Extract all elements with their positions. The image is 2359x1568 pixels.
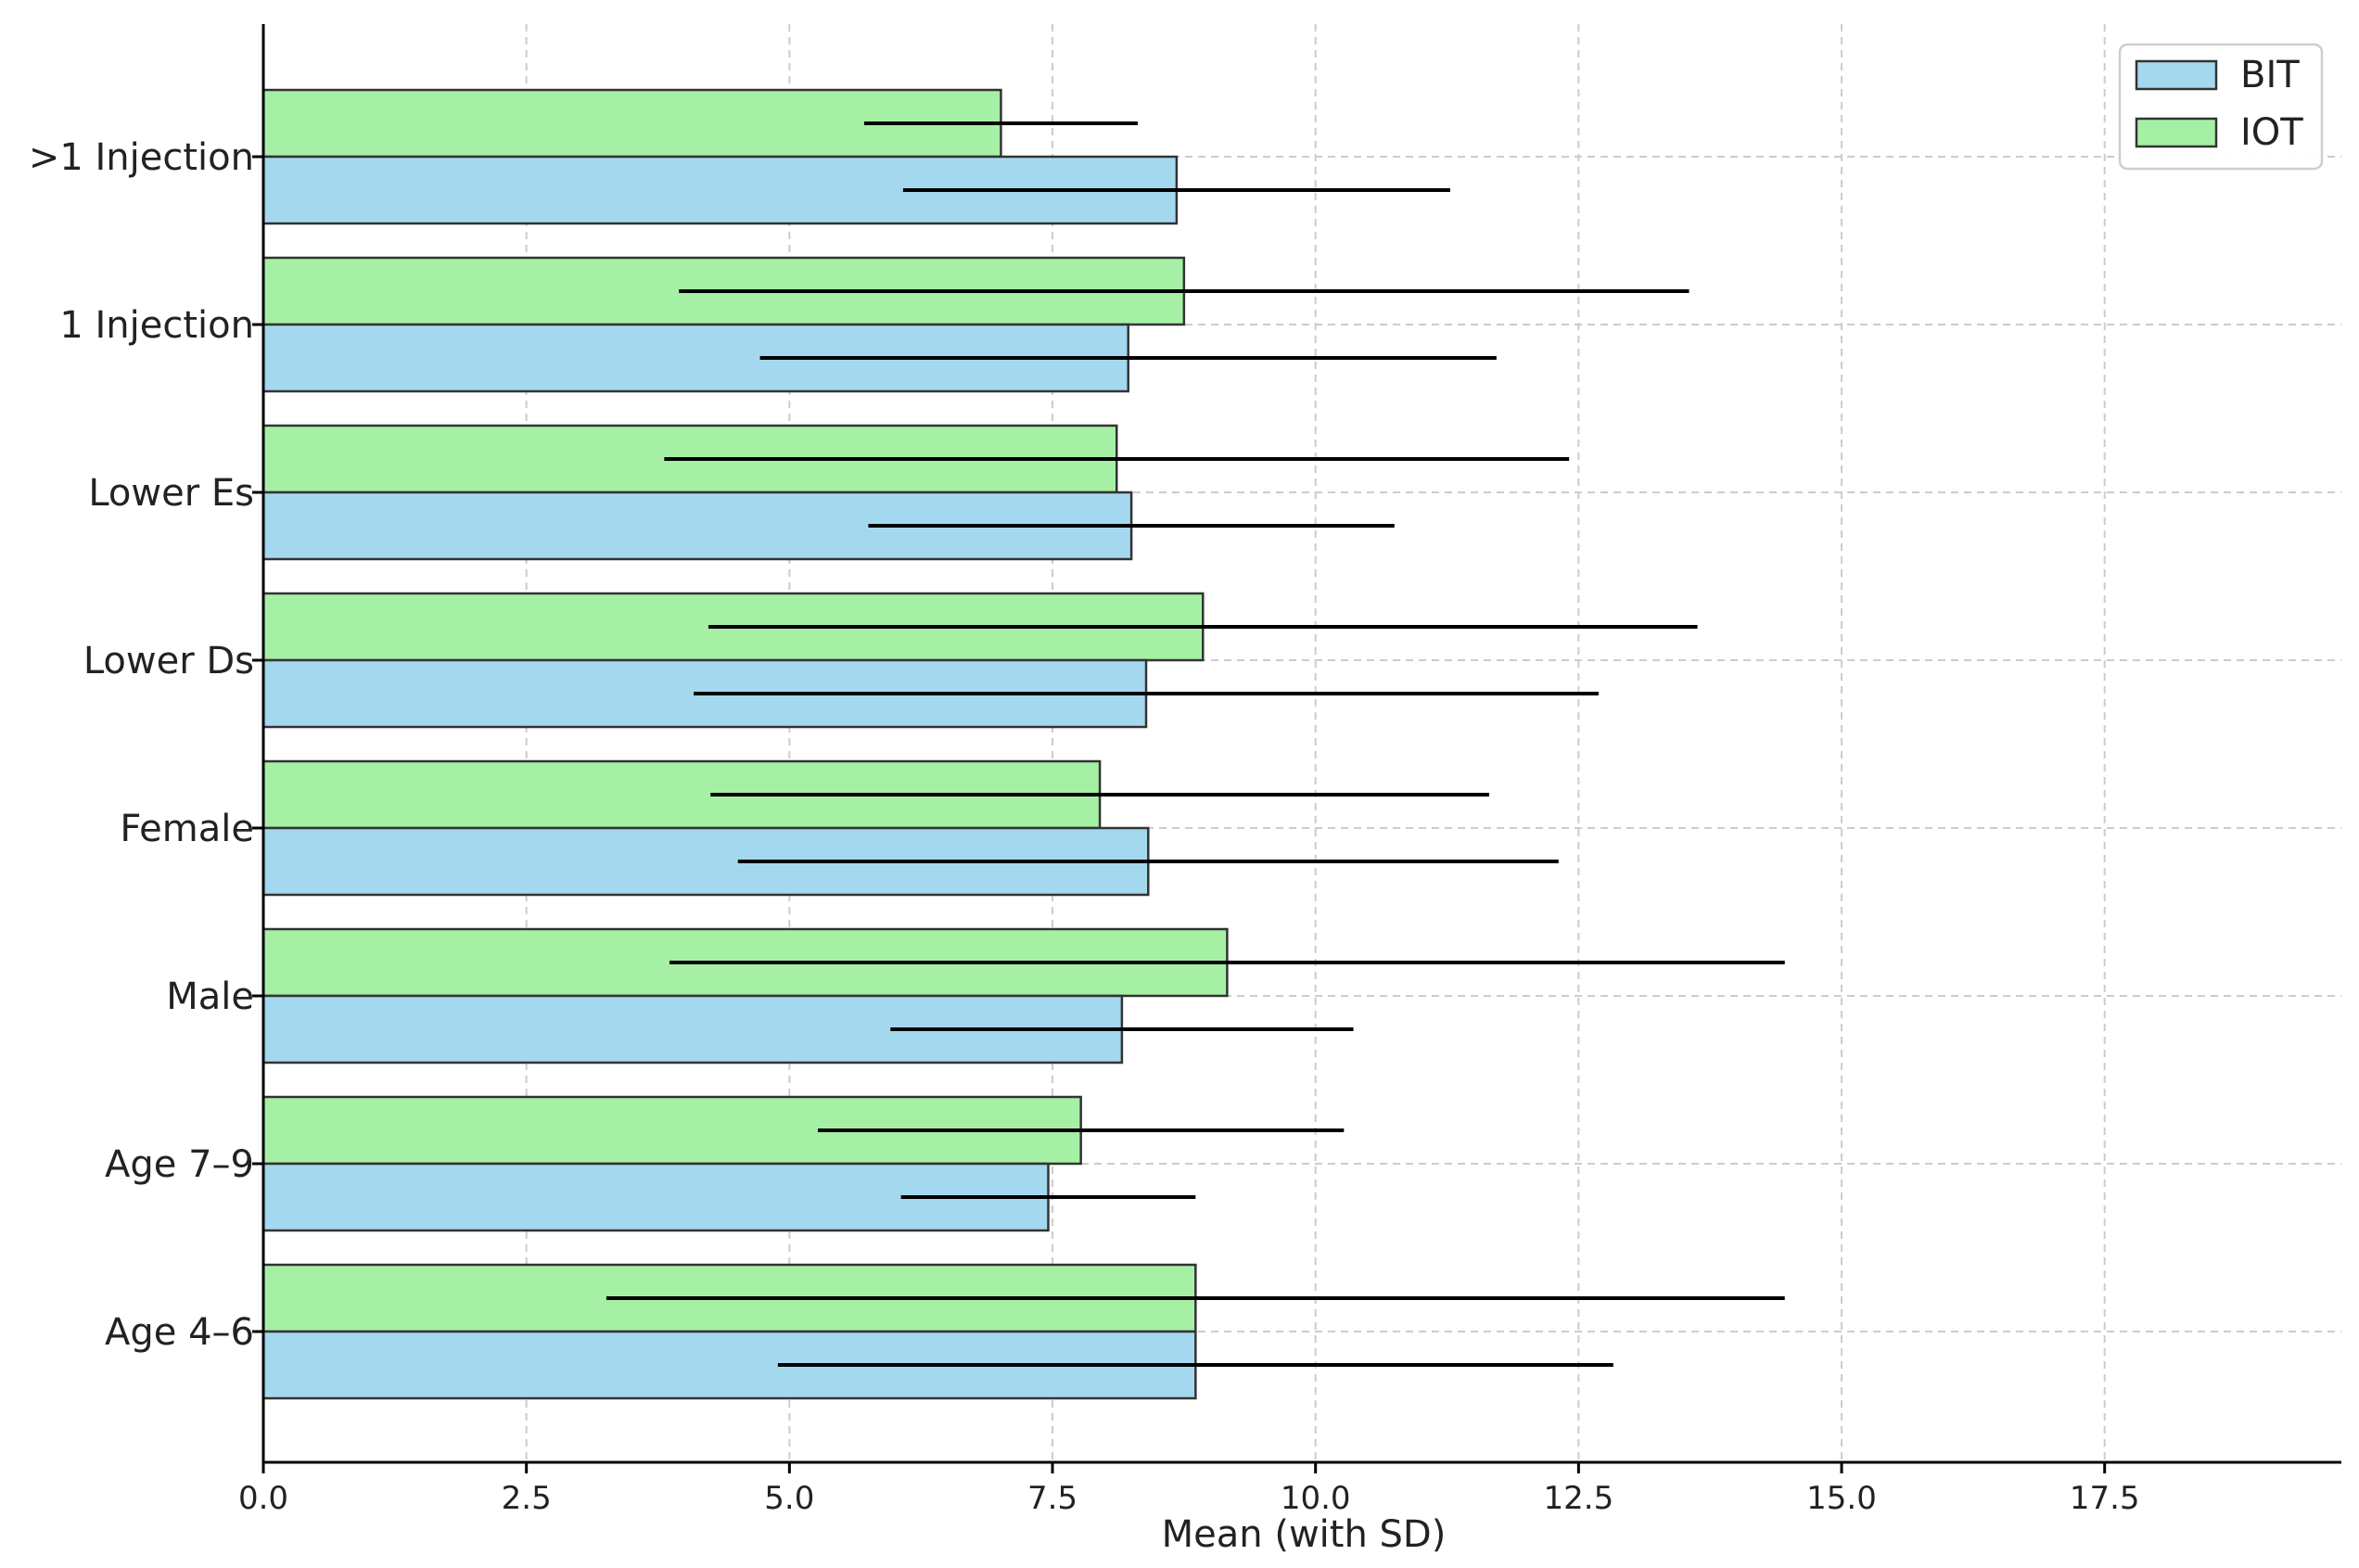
x-tick-label: 7.5	[1027, 1480, 1077, 1517]
x-tick-label: 5.0	[764, 1480, 814, 1517]
x-tick-label: 15.0	[1806, 1480, 1877, 1517]
y-category-label: Age 4–6	[105, 1311, 254, 1354]
grid-lines	[263, 24, 2341, 1462]
axes	[261, 24, 2341, 1464]
x-tick-label: 17.5	[2070, 1480, 2140, 1517]
y-category-label: Male	[166, 975, 254, 1018]
legend-swatch-iot	[2135, 117, 2218, 148]
y-category-label: >1 Injection	[29, 136, 254, 179]
x-tick-label: 10.0	[1281, 1480, 1351, 1517]
error-bars	[606, 121, 1785, 1367]
x-axis-title: Mean (with SD)	[1162, 1513, 1447, 1556]
x-tick-label: 0.0	[238, 1480, 288, 1517]
legend-label-bit: BIT	[2240, 54, 2300, 96]
bars	[261, 88, 1229, 1400]
x-ticks: 0.0 2.5 5.0 7.5 10.0 12.5 15.0 17.5	[238, 1462, 2140, 1517]
y-category-label: Age 7–9	[105, 1143, 254, 1186]
y-category-label: Lower Ds	[83, 640, 254, 682]
y-category-label: Lower Es	[88, 472, 254, 515]
x-tick-label: 12.5	[1544, 1480, 1614, 1517]
y-category-label: Female	[120, 808, 254, 850]
x-tick-label: 2.5	[502, 1480, 552, 1517]
y-category-labels: Age 4–6 Age 7–9 Male Female Lower Ds Lower Es…	[29, 136, 263, 1354]
legend-label-iot: IOT	[2240, 111, 2303, 154]
y-category-label: 1 Injection	[59, 304, 254, 347]
legend-swatch-bit	[2135, 59, 2218, 91]
legend: BIT IOT	[2118, 43, 2324, 171]
